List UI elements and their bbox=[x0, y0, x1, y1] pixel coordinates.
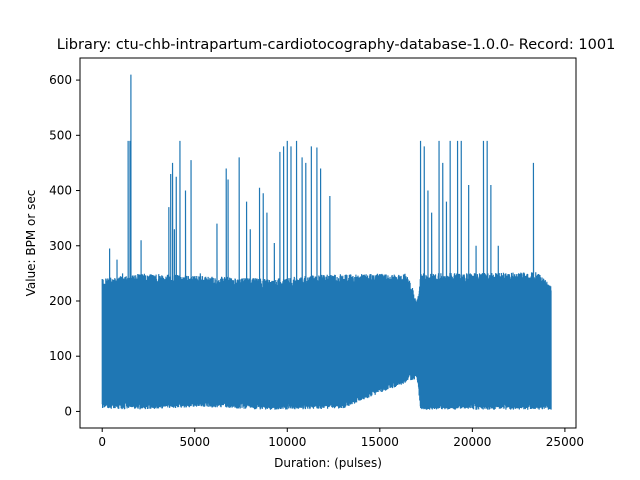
y-axis: 0 100 200 300 400 500 600 bbox=[49, 73, 80, 418]
x-tick-label: 20000 bbox=[453, 435, 491, 449]
y-tick-label: 400 bbox=[49, 184, 72, 198]
y-axis-label: Value: BPM or sec bbox=[24, 190, 38, 297]
x-axis: 0 5000 10000 15000 20000 25000 bbox=[98, 428, 584, 449]
series-line bbox=[101, 74, 552, 410]
y-tick-label: 500 bbox=[49, 128, 72, 142]
x-tick-label: 5000 bbox=[179, 435, 210, 449]
x-tick-label: 25000 bbox=[546, 435, 584, 449]
plot-frame bbox=[79, 57, 577, 429]
y-tick-label: 200 bbox=[49, 294, 72, 308]
y-tick-label: 0 bbox=[64, 404, 72, 418]
y-tick-label: 100 bbox=[49, 349, 72, 363]
x-tick-label: 10000 bbox=[268, 435, 306, 449]
y-tick-label: 300 bbox=[49, 239, 72, 253]
x-axis-label: Duration: (pulses) bbox=[274, 456, 382, 470]
chart-title: Library: ctu-chb-intrapartum-cardiotocog… bbox=[57, 37, 616, 53]
y-tick-label: 600 bbox=[49, 73, 72, 87]
x-tick-label: 15000 bbox=[361, 435, 399, 449]
x-tick-label: 0 bbox=[98, 435, 106, 449]
